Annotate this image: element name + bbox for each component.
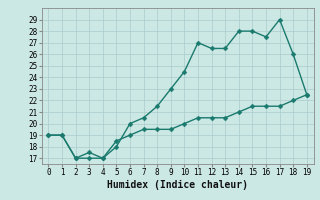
- X-axis label: Humidex (Indice chaleur): Humidex (Indice chaleur): [107, 180, 248, 190]
